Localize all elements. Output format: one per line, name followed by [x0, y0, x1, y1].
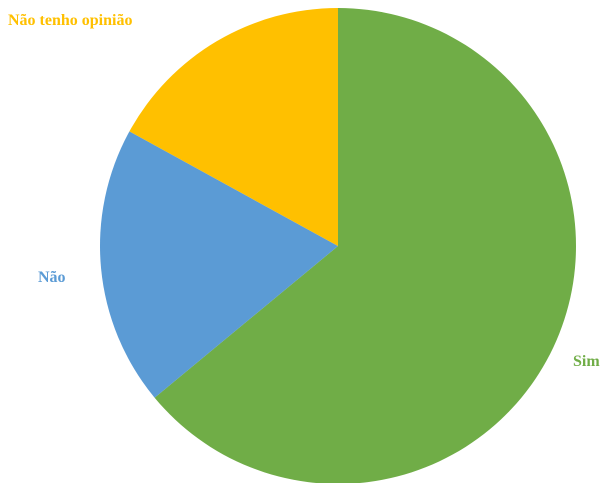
- slice-label-sim: Sim: [573, 353, 600, 370]
- slice-label-nao: Não: [38, 269, 66, 286]
- pie-slice-sim: [154, 8, 576, 483]
- pie-slice-nao-tenho-opiniao: [129, 8, 338, 246]
- pie-labels: Sim Não Não tenho opinião: [8, 12, 600, 370]
- slice-label-nao-tenho-opiniao: Não tenho opinião: [8, 12, 132, 29]
- pie-slice-nao: [99, 131, 338, 398]
- pie-slices: [99, 8, 576, 483]
